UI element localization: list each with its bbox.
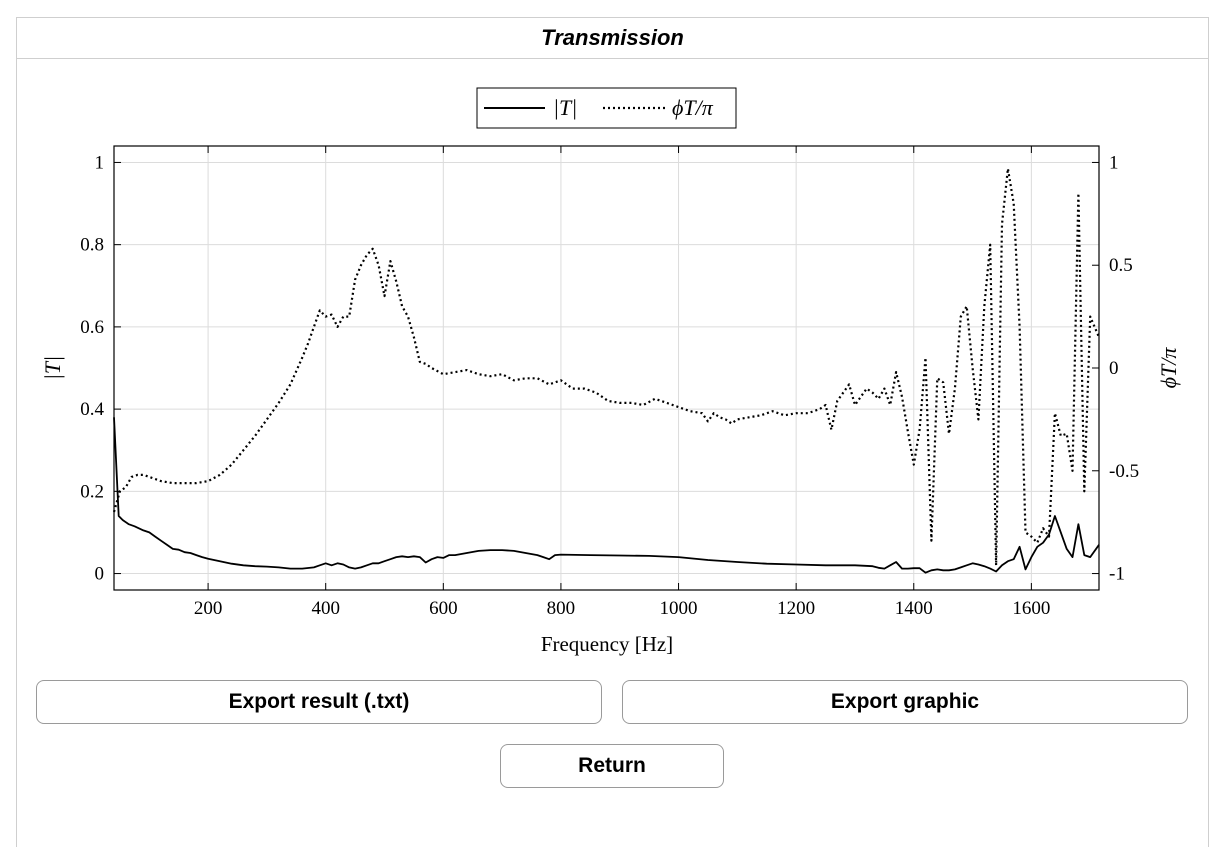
y2-tick-label: -1 [1109, 564, 1125, 585]
y-tick-label: 0.4 [80, 399, 104, 420]
panel-title: Transmission [17, 18, 1208, 59]
legend-label-phase: ϕT/π [672, 95, 714, 120]
y-axis-label: |T| [40, 356, 65, 380]
return-button[interactable]: Return [500, 744, 724, 788]
transmission-chart: |T| ϕT/π 200 400 600 800 1000 1200 1400 1600 0 0.… [40, 87, 1181, 656]
y2-axis-label: ϕT/π [1156, 347, 1181, 389]
y-tick-label: 0.6 [80, 317, 104, 338]
legend: |T| ϕT/π [476, 87, 737, 129]
y2-tick-label: -0.5 [1109, 461, 1139, 482]
y2-tick-label: 0.5 [1109, 255, 1133, 276]
series-layer [112, 167, 1101, 574]
x-tick-label: 1200 [777, 598, 815, 619]
y-tick-label: 0.8 [80, 235, 104, 256]
x-tick-label: 200 [194, 598, 223, 619]
axes: 200 400 600 800 1000 1200 1400 1600 0 0.2 0.4 0.6 0.… [80, 145, 1139, 619]
plot-frame [113, 145, 1100, 591]
grid [114, 146, 1099, 590]
y-tick-label: 0 [95, 564, 105, 585]
export-graphic-button[interactable]: Export graphic [622, 680, 1188, 724]
x-tick-label: 600 [429, 598, 458, 619]
x-tick-label: 1000 [660, 598, 698, 619]
x-tick-label: 1600 [1012, 598, 1050, 619]
y-tick-label: 0.2 [80, 481, 104, 502]
y2-tick-label: 0 [1109, 358, 1119, 379]
transmission-panel: Transmission [16, 17, 1209, 847]
y2-tick-label: 1 [1109, 152, 1119, 173]
y-tick-label: 1 [95, 152, 105, 173]
series-line-phase [112, 167, 1101, 567]
x-tick-label: 400 [311, 598, 340, 619]
chart-svg: |T| ϕT/π 200 400 600 800 1000 1200 1400 1600 0 0.… [40, 87, 1181, 656]
series-line-magnitude [113, 417, 1100, 574]
x-axis-label: Frequency [Hz] [541, 632, 673, 656]
legend-label-magnitude: |T| [553, 95, 577, 120]
x-tick-label: 800 [547, 598, 576, 619]
x-tick-label: 1400 [895, 598, 933, 619]
export-result-button[interactable]: Export result (.txt) [36, 680, 602, 724]
